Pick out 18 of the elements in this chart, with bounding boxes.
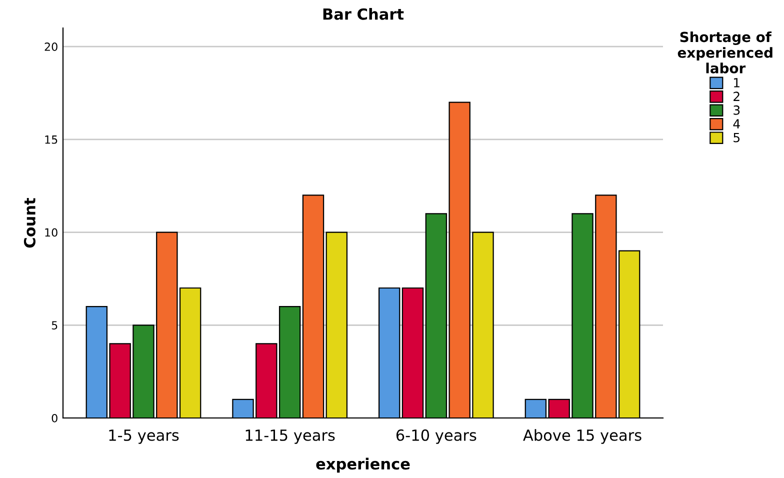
- y-tick-label: 10: [45, 228, 58, 237]
- y-tick-label: 0: [52, 414, 58, 422]
- y-axis-title: Count: [24, 198, 36, 248]
- legend-label: 2: [734, 92, 740, 101]
- legend-label: 3: [734, 105, 740, 115]
- y-tick-label: 15: [45, 136, 58, 144]
- legend-label: 1: [734, 78, 740, 88]
- y-tick-label: 20: [44, 42, 58, 51]
- x-tick-label: 6-10 years: [396, 429, 476, 444]
- legend-label: 4: [733, 119, 740, 128]
- legend-title: Shortage of experienced labor: [678, 31, 772, 74]
- legend-label: 5: [734, 133, 740, 142]
- x-tick-label: 1-5 years: [109, 430, 179, 444]
- x-axis-title: experience: [316, 458, 410, 473]
- chart-title: Bar Chart: [323, 8, 404, 20]
- y-tick-label: 5: [52, 321, 58, 330]
- x-tick-label: Above 15 years: [523, 429, 642, 444]
- x-tick-label: 11-15 years: [246, 430, 335, 444]
